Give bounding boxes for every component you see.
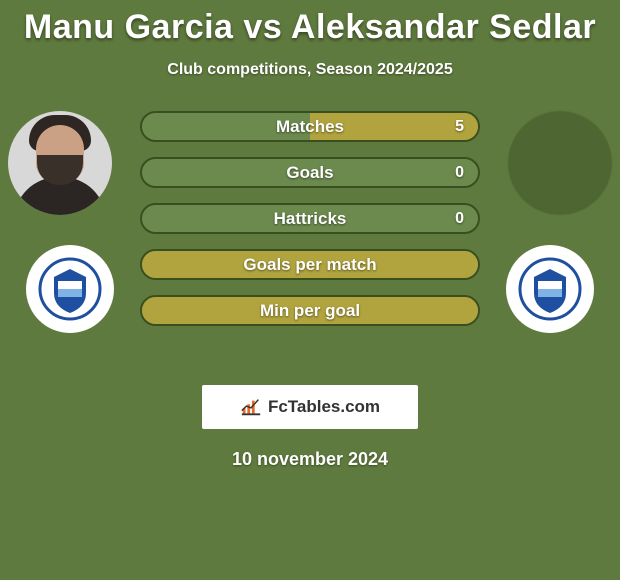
metric-bars: Matches5Goals0Hattricks0Goals per matchM… [140,111,480,326]
metric-bar: Hattricks0 [140,203,480,234]
metric-label: Min per goal [142,297,478,324]
source-badge: FcTables.com [202,385,418,429]
metric-value-right: 5 [455,113,464,140]
metric-bar: Goals per match [140,249,480,280]
metric-value-right: 0 [455,205,464,232]
player-right-avatar [508,111,612,215]
metric-bar: Goals0 [140,157,480,188]
bar-chart-icon [240,396,262,418]
player-right-club-badge [506,245,594,333]
metric-label: Matches [142,113,478,140]
metric-bar: Matches5 [140,111,480,142]
metric-label: Hattricks [142,205,478,232]
metric-value-right: 0 [455,159,464,186]
shield-icon [518,257,582,321]
comparison-subtitle: Club competitions, Season 2024/2025 [0,61,620,79]
metric-label: Goals per match [142,251,478,278]
comparison-title: Manu Garcia vs Aleksandar Sedlar [0,0,620,47]
shield-icon [38,257,102,321]
comparison-date: 10 november 2024 [0,449,620,470]
metric-bar: Min per goal [140,295,480,326]
player-left-avatar [8,111,112,215]
comparison-body: Matches5Goals0Hattricks0Goals per matchM… [0,111,620,371]
source-badge-text: FcTables.com [268,397,380,417]
metric-label: Goals [142,159,478,186]
player-left-club-badge [26,245,114,333]
